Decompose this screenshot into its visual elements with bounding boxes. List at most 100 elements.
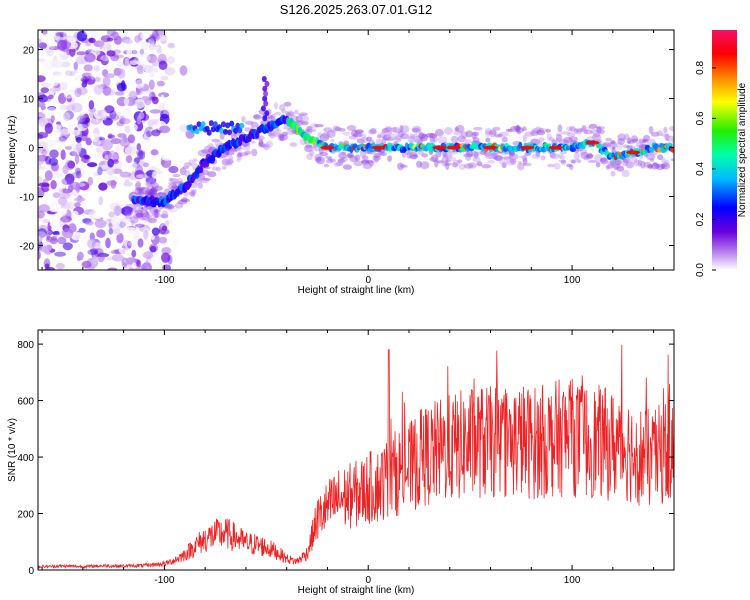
heatmap-halo: [452, 160, 461, 166]
heatmap-halo: [445, 161, 450, 170]
heatmap-halo: [207, 171, 217, 178]
heatmap-noise-blob: [137, 151, 146, 161]
heatmap-halo: [583, 129, 589, 134]
heatmap-halo: [368, 129, 377, 135]
heatmap-halo: [206, 145, 212, 149]
heatmap-halo: [557, 124, 563, 133]
heatmap-halo: [227, 155, 234, 160]
heatmap-noise-blob: [38, 30, 49, 36]
heatmap-noise-blob: [88, 100, 95, 110]
heatmap-halo: [170, 178, 179, 184]
heatmap-halo: [473, 131, 480, 137]
heatmap-noise-blob: [74, 202, 81, 208]
heatmap-noise-blob: [54, 124, 62, 131]
colorbar-tick-label: 0.2: [695, 212, 706, 226]
heatmap-noise-blob: [96, 229, 106, 238]
heatmap-noise-blob: [119, 115, 126, 125]
heatmap-halo: [357, 132, 363, 138]
heatmap-noise-blob: [102, 171, 108, 178]
heatmap-halo: [522, 126, 527, 131]
heatmap-halo: [485, 137, 491, 143]
heatmap-spur-cell: [210, 126, 216, 133]
heatmap-noise-blob: [121, 108, 132, 118]
heatmap-noise-blob: [111, 253, 124, 262]
heatmap-halo: [566, 126, 573, 132]
heatmap-noise-blob: [157, 36, 168, 42]
heatmap-noise-blob: [40, 87, 50, 94]
heatmap-halo: [605, 137, 612, 142]
heatmap-halo: [661, 157, 666, 164]
heatmap-peak: [520, 145, 535, 150]
heatmap-noise-blob: [97, 166, 103, 176]
heatmap-halo: [654, 163, 661, 169]
heatmap-halo: [153, 209, 161, 213]
heatmap-noise-blob: [66, 36, 77, 43]
heatmap-spike-cell: [263, 90, 269, 97]
heatmap-halo: [409, 154, 419, 159]
heatmap-noise-blob: [172, 237, 179, 246]
heatmap-halo: [609, 159, 614, 166]
heatmap-halo: [522, 162, 532, 167]
heatmap-halo: [558, 159, 566, 163]
heatmap-spur-cell: [239, 122, 245, 129]
heatmap-halo: [286, 112, 292, 117]
heatmap-halo: [640, 160, 646, 169]
heatmap-noise-blob: [43, 258, 51, 269]
heatmap-noise-blob: [143, 229, 149, 240]
heatmap-halo: [199, 172, 205, 180]
heatmap-halo: [345, 154, 355, 159]
heatmap-halo: [172, 174, 181, 178]
heatmap-halo: [587, 153, 594, 159]
heatmap-halo: [573, 128, 579, 134]
heatmap-noise-blob: [97, 110, 102, 117]
heatmap-noise-blob: [100, 55, 111, 62]
heatmap-halo: [627, 156, 638, 165]
heatmap-halo: [192, 179, 203, 185]
heatmap-halo: [168, 177, 174, 182]
heatmap-noise-blob: [105, 237, 111, 249]
heatmap-halo: [583, 129, 593, 135]
heatmap-noise-blob: [136, 52, 144, 57]
heatmap-halo: [611, 160, 616, 167]
heatmap-halo: [372, 155, 382, 161]
heatmap-halo: [279, 134, 288, 141]
heatmap-halo: [642, 138, 649, 143]
heatmap-halo: [397, 162, 404, 171]
heatmap-noise-blob: [38, 102, 46, 108]
heatmap-halo: [201, 149, 210, 154]
heatmap-halo: [637, 159, 643, 167]
heatmap-halo: [406, 151, 412, 159]
heatmap-halo: [236, 158, 241, 162]
heatmap-ytick-label: 0: [28, 144, 34, 155]
heatmap-halo: [646, 153, 656, 161]
heatmap-noise-blob: [89, 170, 96, 177]
heatmap-halo: [225, 162, 233, 166]
heatmap-noise-blob: [141, 40, 149, 51]
heatmap-noise-blob: [150, 235, 155, 240]
heatmap-noise-blob: [87, 176, 94, 186]
heatmap-halo: [463, 163, 474, 169]
heatmap-noise-blob: [60, 215, 72, 223]
heatmap-halo: [361, 136, 369, 144]
heatmap-halo: [664, 159, 670, 165]
heatmap-noise-blob: [151, 55, 159, 67]
heatmap-halo: [480, 150, 486, 155]
heatmap-halo: [510, 158, 517, 166]
heatmap-noise-blob: [143, 162, 149, 168]
heatmap-halo: [387, 129, 393, 136]
heatmap-noise-blob: [38, 42, 48, 49]
heatmap-halo: [457, 135, 466, 143]
heatmap-noise-blob: [73, 74, 84, 81]
heatmap-halo: [610, 140, 617, 149]
heatmap-noise-blob: [106, 256, 114, 261]
heatmap-halo: [379, 131, 388, 139]
heatmap-noise-blob: [70, 172, 80, 179]
heatmap-halo: [391, 126, 397, 133]
heatmap-noise-blob: [75, 154, 80, 165]
heatmap-halo: [397, 130, 405, 138]
heatmap-noise-blob: [43, 59, 56, 70]
heatmap-noise-blob: [81, 117, 90, 129]
heatmap-noise-blob: [111, 31, 119, 39]
heatmap-halo: [237, 152, 242, 158]
